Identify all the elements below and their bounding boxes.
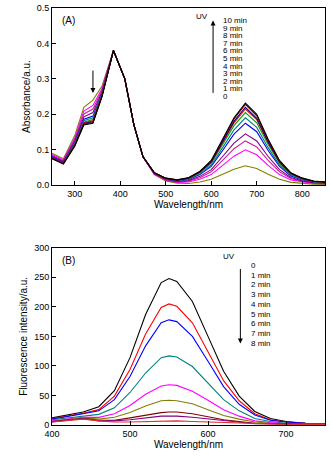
svg-text:4 min: 4 min — [223, 62, 243, 71]
svg-text:0.2: 0.2 — [37, 109, 50, 119]
svg-text:2 min: 2 min — [223, 77, 243, 86]
svg-text:1 min: 1 min — [251, 271, 271, 280]
svg-text:800: 800 — [295, 189, 310, 199]
svg-text:700: 700 — [249, 189, 264, 199]
svg-text:300: 300 — [67, 189, 82, 199]
svg-text:5 min: 5 min — [251, 310, 271, 319]
svg-text:300: 300 — [34, 243, 49, 253]
svg-text:5 min: 5 min — [223, 54, 243, 63]
svg-text:600: 600 — [204, 189, 219, 199]
svg-text:50: 50 — [39, 391, 49, 401]
svg-text:700: 700 — [278, 429, 293, 439]
svg-text:0: 0 — [223, 92, 228, 101]
svg-text:4 min: 4 min — [251, 300, 271, 309]
svg-text:100: 100 — [34, 361, 49, 371]
svg-text:Wavelength/nm: Wavelength/nm — [154, 439, 223, 450]
svg-text:8 min: 8 min — [251, 339, 271, 348]
svg-text:UV: UV — [196, 12, 208, 21]
svg-text:400: 400 — [44, 429, 59, 439]
svg-text:0.0: 0.0 — [37, 180, 50, 190]
svg-text:Fluorescence intensity/a.u.: Fluorescence intensity/a.u. — [18, 277, 29, 396]
svg-text:250: 250 — [34, 272, 49, 282]
svg-text:0: 0 — [251, 261, 256, 270]
svg-text:0.3: 0.3 — [37, 74, 50, 84]
svg-text:3 min: 3 min — [223, 69, 243, 78]
svg-text:1 min: 1 min — [223, 84, 243, 93]
svg-text:(A): (A) — [62, 15, 75, 26]
svg-text:600: 600 — [200, 429, 215, 439]
svg-text:200: 200 — [34, 302, 49, 312]
svg-text:0: 0 — [44, 420, 49, 430]
svg-text:UV: UV — [223, 252, 235, 261]
svg-text:3 min: 3 min — [251, 290, 271, 299]
svg-text:10 min: 10 min — [223, 16, 247, 25]
svg-text:6 min: 6 min — [251, 319, 271, 328]
svg-text:7 min: 7 min — [251, 329, 271, 338]
svg-text:500: 500 — [122, 429, 137, 439]
svg-text:9 min: 9 min — [223, 24, 243, 33]
svg-text:(B): (B) — [62, 255, 75, 266]
svg-text:0.4: 0.4 — [37, 39, 50, 49]
svg-text:7 min: 7 min — [223, 39, 243, 48]
svg-text:500: 500 — [158, 189, 173, 199]
svg-text:2 min: 2 min — [251, 280, 271, 289]
svg-text:0.5: 0.5 — [37, 3, 50, 13]
svg-text:6 min: 6 min — [223, 46, 243, 55]
svg-text:0.1: 0.1 — [37, 145, 50, 155]
svg-text:150: 150 — [34, 332, 49, 342]
svg-text:8 min: 8 min — [223, 31, 243, 40]
svg-text:Absorbance/a.u.: Absorbance/a.u. — [21, 60, 32, 133]
svg-text:400: 400 — [113, 189, 128, 199]
svg-text:Wavelength/nm: Wavelength/nm — [154, 199, 223, 210]
